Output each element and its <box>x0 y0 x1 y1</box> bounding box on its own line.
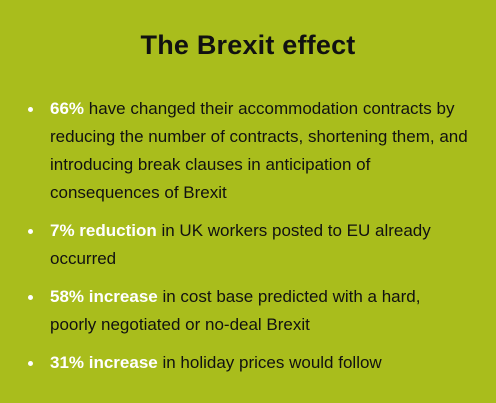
fact-highlight: 7% reduction <box>50 221 157 240</box>
bullet-icon <box>28 229 33 234</box>
fact-text: in UK workers posted to EU already occur… <box>50 221 431 268</box>
fact-highlight: 66% <box>50 99 85 118</box>
bullet-icon <box>28 361 33 366</box>
fact-highlight: 31% increase <box>50 353 158 372</box>
fact-item-contracts: 66% have changed their accommodation con… <box>28 95 468 207</box>
fact-item-cost-base: 58% increase in cost base predicted with… <box>28 283 468 339</box>
fact-item-workers: 7% reduction in UK workers posted to EU … <box>28 217 468 273</box>
facts-list: 66% have changed their accommodation con… <box>28 95 468 377</box>
fact-text: in holiday prices would follow <box>157 353 382 372</box>
fact-text: in cost base predicted with a hard, poor… <box>50 287 421 334</box>
fact-text: have changed their accommodation contrac… <box>50 99 468 202</box>
bullet-icon <box>28 107 33 112</box>
fact-item-holiday-prices: 31% increase in holiday prices would fol… <box>28 349 468 377</box>
bullet-icon <box>28 295 33 300</box>
fact-highlight: 58% increase <box>50 287 158 306</box>
page-title: The Brexit effect <box>140 30 356 60</box>
